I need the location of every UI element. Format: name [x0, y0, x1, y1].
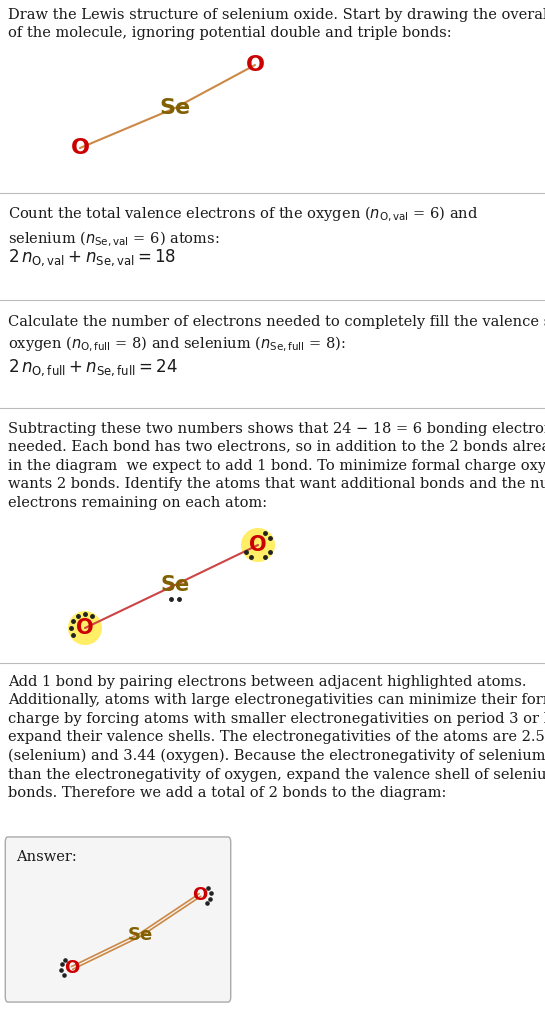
Text: Se: Se: [160, 98, 191, 118]
Text: Calculate the number of electrons needed to completely fill the valence shells f: Calculate the number of electrons needed…: [8, 315, 545, 354]
Text: O: O: [192, 886, 208, 904]
Text: O: O: [249, 535, 267, 556]
Text: Se: Se: [128, 926, 153, 944]
Text: O: O: [70, 138, 89, 158]
FancyBboxPatch shape: [5, 837, 231, 1002]
Text: $2\,n_{\mathrm{O,val}} + n_{\mathrm{Se,val}} = 18$: $2\,n_{\mathrm{O,val}} + n_{\mathrm{Se,v…: [8, 247, 176, 268]
Text: Draw the Lewis structure of selenium oxide. Start by drawing the overall structu: Draw the Lewis structure of selenium oxi…: [8, 8, 545, 40]
Text: Answer:: Answer:: [16, 850, 77, 864]
Text: O: O: [76, 618, 94, 638]
Polygon shape: [241, 528, 275, 562]
Text: O: O: [245, 55, 264, 75]
Polygon shape: [68, 611, 102, 645]
Text: O: O: [64, 960, 80, 977]
Text: $2\,n_{\mathrm{O,full}} + n_{\mathrm{Se,full}} = 24$: $2\,n_{\mathrm{O,full}} + n_{\mathrm{Se,…: [8, 357, 178, 378]
Text: Add 1 bond by pairing electrons between adjacent highlighted atoms.
Additionally: Add 1 bond by pairing electrons between …: [8, 675, 545, 800]
Text: Count the total valence electrons of the oxygen ($n_{\mathrm{O,val}}$ = 6) and
s: Count the total valence electrons of the…: [8, 205, 479, 249]
Text: Subtracting these two numbers shows that 24 − 18 = 6 bonding electrons are
neede: Subtracting these two numbers shows that…: [8, 422, 545, 510]
Text: Se: Se: [160, 575, 190, 595]
